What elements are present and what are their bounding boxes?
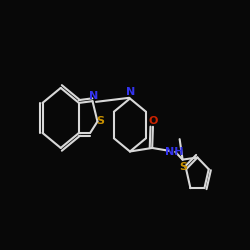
- Text: S: S: [97, 116, 105, 126]
- Text: NH: NH: [165, 147, 183, 157]
- Text: S: S: [179, 162, 187, 172]
- Text: O: O: [148, 116, 158, 126]
- Text: N: N: [126, 87, 135, 97]
- Text: N: N: [89, 91, 99, 101]
